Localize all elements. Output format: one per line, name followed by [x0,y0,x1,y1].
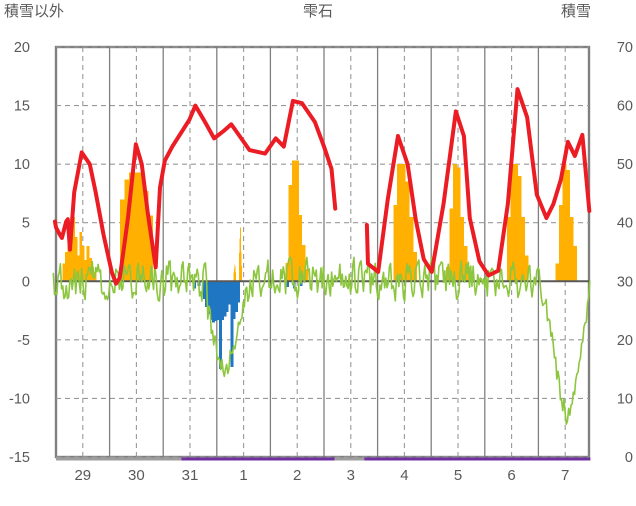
svg-text:31: 31 [182,467,199,484]
svg-text:0: 0 [22,274,30,290]
svg-text:6: 6 [507,467,515,484]
svg-text:15: 15 [14,99,30,115]
svg-text:4: 4 [400,467,408,484]
svg-text:積雪: 積雪 [561,3,591,20]
svg-text:3: 3 [347,467,355,484]
svg-text:雫石: 雫石 [303,3,333,20]
svg-text:20: 20 [617,333,633,349]
svg-text:30: 30 [128,467,145,484]
svg-text:10: 10 [617,391,633,407]
svg-text:-15: -15 [9,450,30,466]
svg-text:7: 7 [561,467,569,484]
svg-text:29: 29 [74,467,91,484]
svg-text:20: 20 [14,40,30,56]
svg-text:30: 30 [617,274,633,290]
svg-text:5: 5 [22,216,30,232]
svg-text:5: 5 [454,467,462,484]
svg-text:50: 50 [617,157,633,173]
svg-text:10: 10 [14,157,30,173]
svg-text:-10: -10 [9,391,30,407]
svg-text:0: 0 [625,450,633,466]
svg-text:1: 1 [239,467,247,484]
svg-text:-5: -5 [17,333,30,349]
svg-text:40: 40 [617,216,633,232]
svg-text:70: 70 [617,40,633,56]
svg-text:2: 2 [293,467,301,484]
svg-text:60: 60 [617,99,633,115]
svg-text:積雪以外: 積雪以外 [4,3,64,20]
